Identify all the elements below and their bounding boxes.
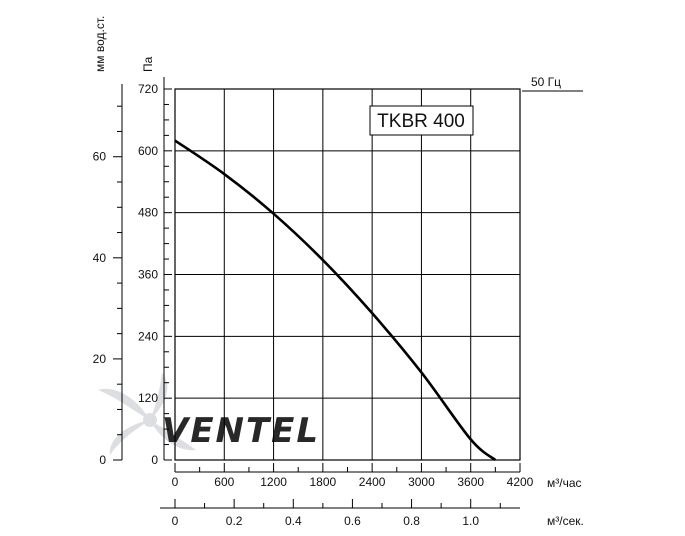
performance-curve <box>174 139 497 462</box>
m3h-tick-label: 0 <box>172 475 179 489</box>
plot-grid <box>175 89 520 460</box>
m3s-axis-label: м³/сек. <box>547 514 584 528</box>
m3s-tick-label: 0 <box>172 514 179 528</box>
pa-tick-label: 720 <box>138 82 158 96</box>
pa-tick-label: 480 <box>138 206 158 220</box>
pa-axis-label: Па <box>141 56 155 72</box>
ventel-logo-text: VENTEL <box>162 411 320 451</box>
pa-axis-ticks: 0 120 240 360 480 600 720 <box>138 82 172 467</box>
m3h-tick-label: 3600 <box>457 475 484 489</box>
m3s-tick-label: 1.0 <box>462 514 479 528</box>
mm-tick-label: 0 <box>99 453 106 467</box>
m3h-tick-label: 1200 <box>260 475 287 489</box>
m3s-tick-label: 0.2 <box>226 514 243 528</box>
series-layer <box>174 139 497 462</box>
pa-tick-label: 0 <box>151 453 158 467</box>
fan-blades-icon <box>98 373 196 455</box>
mm-tick-label: 40 <box>93 251 107 265</box>
frequency-label: 50 Гц <box>531 75 561 89</box>
model-label: TKBR 400 <box>377 111 465 132</box>
mm-axis-ticks: 0 20 40 60 <box>93 105 122 467</box>
m3h-axis-label: м³/час <box>547 476 582 490</box>
m3h-axis-ticks: 0 600 1200 1800 2400 3000 3600 4200 <box>172 463 534 489</box>
m3h-tick-label: 2400 <box>359 475 386 489</box>
pa-tick-label: 600 <box>138 144 158 158</box>
ventel-logo: VENTEL <box>98 373 320 455</box>
m3h-tick-label: 4200 <box>507 475 534 489</box>
m3s-tick-label: 0.8 <box>403 514 420 528</box>
pa-tick-label: 240 <box>138 329 158 343</box>
pa-tick-label: 360 <box>138 268 158 282</box>
m3h-tick-label: 1800 <box>310 475 337 489</box>
plot-frame <box>174 88 521 461</box>
m3h-tick-label: 600 <box>214 475 234 489</box>
model-label-box <box>369 105 474 136</box>
mm-axis-label: мм вод.ст. <box>93 16 107 72</box>
pa-tick-label: 120 <box>138 391 158 405</box>
m3h-tick-label: 3000 <box>408 475 435 489</box>
m3s-tick-label: 0.4 <box>285 514 302 528</box>
mm-tick-label: 60 <box>93 150 107 164</box>
mm-tick-label: 20 <box>93 352 107 366</box>
m3s-axis-ticks: 0 0.2 0.4 0.6 0.8 1.0 <box>172 499 501 528</box>
m3s-tick-label: 0.6 <box>344 514 361 528</box>
